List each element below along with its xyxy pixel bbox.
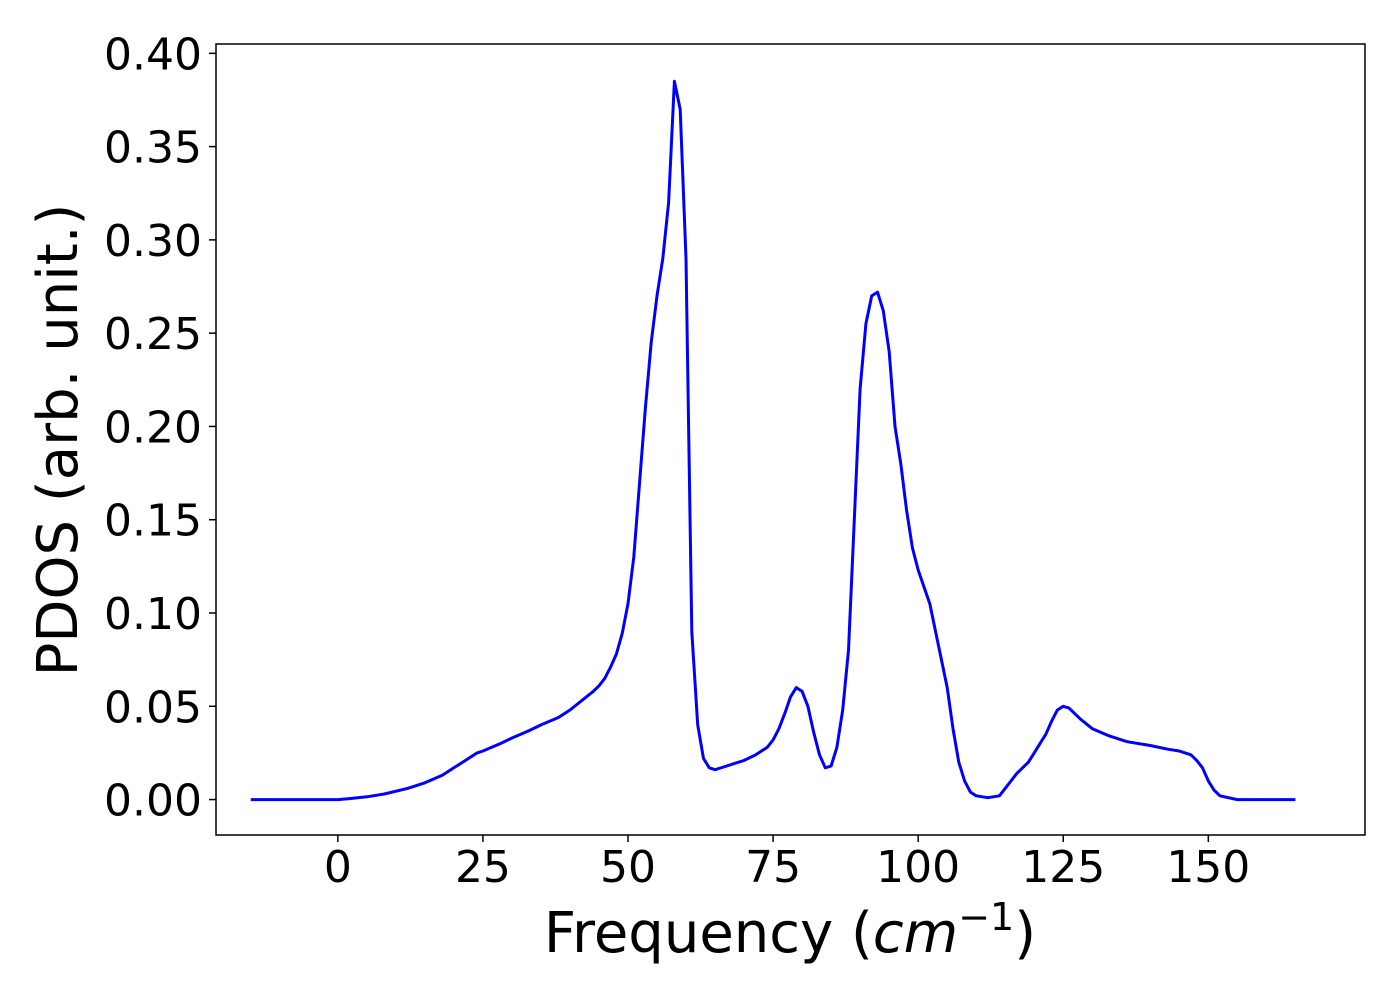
x-tick-label: 150 bbox=[1166, 842, 1250, 893]
x-tick-label: 0 bbox=[324, 842, 352, 893]
x-tick-label: 25 bbox=[455, 842, 511, 893]
x-axis: 0 25 50 75 100 125 150 bbox=[324, 835, 1250, 893]
y-tick-label: 0.20 bbox=[104, 402, 202, 453]
y-tick-label: 0.00 bbox=[104, 776, 202, 827]
series-layer bbox=[250, 79, 1296, 802]
y-axis-label: PDOS (arb. unit.) bbox=[26, 204, 91, 677]
x-tick-label: 100 bbox=[876, 842, 960, 893]
x-axis-label: Frequency (cm−1) bbox=[544, 895, 1036, 966]
y-tick-label: 0.40 bbox=[104, 29, 202, 80]
y-tick-label: 0.10 bbox=[104, 589, 202, 640]
pdos-series-line bbox=[250, 79, 1296, 802]
x-tick-label: 50 bbox=[600, 842, 656, 893]
y-tick-label: 0.30 bbox=[104, 216, 202, 267]
plot-frame bbox=[215, 43, 1366, 836]
y-tick-label: 0.15 bbox=[104, 496, 202, 547]
y-tick-label: 0.35 bbox=[104, 123, 202, 174]
y-axis: 0.00 0.05 0.10 0.15 0.20 0.25 0.30 0.35 0.40 bbox=[104, 29, 216, 827]
x-tick-label: 75 bbox=[745, 842, 801, 893]
y-tick-label: 0.05 bbox=[104, 682, 202, 733]
y-tick-label: 0.25 bbox=[104, 309, 202, 360]
x-tick-label: 125 bbox=[1021, 842, 1105, 893]
